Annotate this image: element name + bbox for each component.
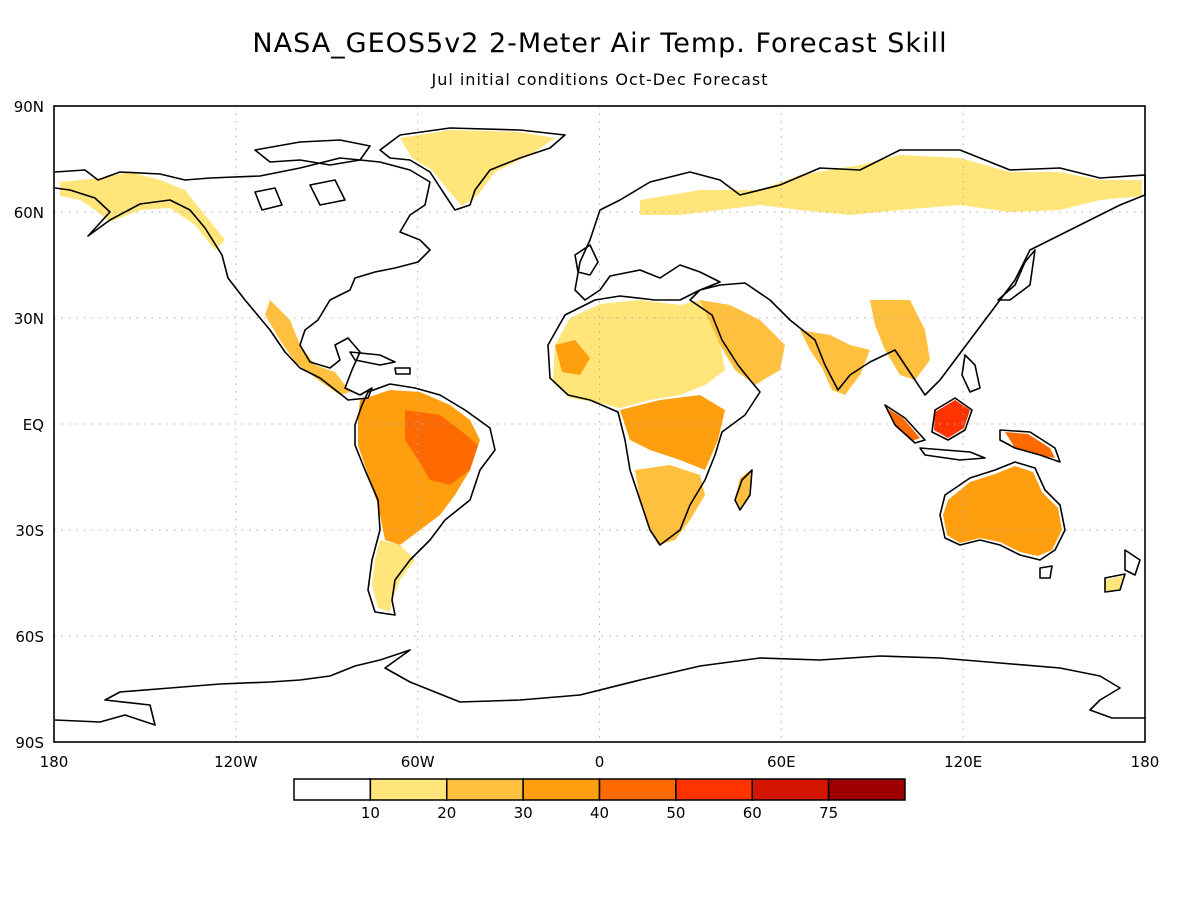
skill-region-patagonia [372,540,415,612]
lat-label: 30S [15,522,44,540]
lat-label: EQ [23,416,44,434]
lon-label: 60E [767,753,796,771]
colorbar-label: 60 [743,804,762,822]
coast-java [919,447,986,461]
colorbar-swatch [675,778,753,801]
skill-region-alaska [60,172,225,250]
skill-region-southern-africa [635,465,705,545]
colorbar-label: 40 [590,804,609,822]
lat-label: 30N [14,310,44,328]
lon-label: 180 [1131,753,1160,771]
lat-label: 60N [14,204,44,222]
coast-tasmania [1039,565,1053,579]
lon-label: 180 [40,753,69,771]
coast-uk [574,244,599,276]
coast-borneo [931,397,973,441]
lat-label: 60S [15,628,44,646]
coast-north-america [54,157,431,401]
skill-region-australia [943,466,1062,556]
colorbar-label: 75 [819,804,838,822]
colorbar-swatch [751,778,830,801]
map-subtitle: Jul initial conditions Oct-Dec Forecast [431,70,769,89]
coastline-layer [54,127,1146,726]
colorbar-label: 30 [514,804,533,822]
skill-region-northern-asia [640,155,1142,215]
colorbar-label: 50 [666,804,685,822]
coast-japan [997,249,1036,301]
skill-region-west-africa [555,340,590,375]
coast-philippines [961,354,981,393]
skill-region-sahara-sahel [553,300,725,408]
skill-region-sumatra [887,408,920,441]
coast-greenland [379,127,566,211]
colorbar-swatch [598,778,677,801]
skill-region-madagascar [735,470,751,508]
coast-madagascar [734,469,753,511]
skill-region-mexico-central-america [265,300,350,395]
lon-label: 120E [944,753,982,771]
colorbar: 10 20 30 40 50 60 75 [293,778,906,822]
skill-region-southeast-asia [870,300,930,380]
coast-arctic-islands [254,139,371,211]
colorbar-swatch [293,778,372,801]
coast-sumatra [884,404,926,444]
lat-label: 90S [15,734,44,752]
colorbar-swatch [522,778,601,801]
lon-label: 0 [595,753,605,771]
skill-region-new-guinea [1005,432,1055,458]
skill-region-greenland [400,130,555,206]
longitude-labels: 180 120W 60W 0 60E 120E 180 [40,753,1160,771]
map-frame [53,105,1146,743]
skill-region-borneo [934,400,970,438]
coast-africa-europe-asia [547,149,1146,546]
coast-caribbean [349,351,411,375]
lat-label: 90N [14,98,44,116]
coast-antarctica [54,649,1145,726]
coast-australia [939,461,1066,561]
latitude-labels: 90N 60N 30N EQ 30S 60S 90S [14,98,44,752]
skill-region-arabia [700,300,785,385]
colorbar-swatch [827,778,906,801]
skill-fill-layer [60,130,1142,612]
colorbar-swatch [369,778,448,801]
coast-new-zealand [1104,549,1141,593]
coast-new-guinea [999,429,1061,463]
skill-region-brazil-east [405,410,478,485]
map-title: NASA_GEOS5v2 2-Meter Air Temp. Forecast … [252,28,948,59]
lon-label: 60W [401,753,435,771]
skill-region-new-zealand [1105,576,1123,591]
coast-south-america [354,383,496,616]
colorbar-label: 10 [361,804,380,822]
colorbar-swatch [446,778,524,801]
skill-region-central-africa [620,395,725,470]
colorbar-label: 20 [437,804,456,822]
lon-label: 120W [214,753,258,771]
